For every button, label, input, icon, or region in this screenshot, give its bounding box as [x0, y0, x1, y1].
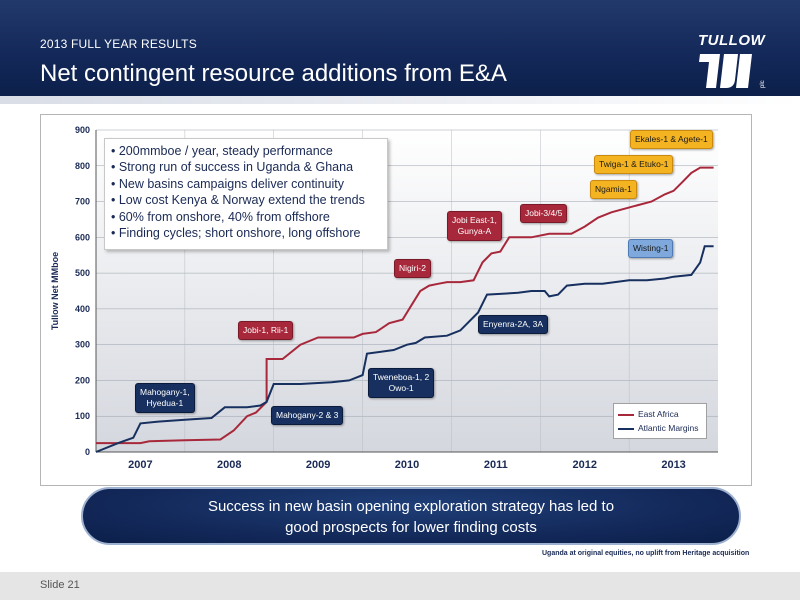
banner-line-2: good prospects for lower finding costs — [285, 519, 537, 536]
slide-title: Net contingent resource additions from E… — [40, 60, 507, 87]
legend-swatch-atlantic-margins — [618, 427, 634, 430]
bullet-item: Low cost Kenya & Norway extend the trend… — [111, 192, 381, 208]
bullet-item: Strong run of success in Uganda & Ghana — [111, 159, 381, 175]
y-tick-label: 400 — [75, 304, 90, 314]
footnote: Uganda at original equities, no uplift f… — [542, 550, 750, 557]
chart-legend: East Africa Atlantic Margins — [613, 403, 707, 439]
legend-label-atlantic-margins: Atlantic Margins — [638, 423, 699, 433]
key-points-box: 200mmboe / year, steady performance Stro… — [104, 138, 388, 250]
series-lines — [95, 166, 714, 453]
x-tick-label: 2012 — [572, 459, 596, 471]
callout-enyenra: Enyenra-2A, 3A — [478, 315, 549, 334]
callout-jobi-345: Jobi-3/4/5 — [520, 204, 568, 223]
legend-label-east-africa: East Africa — [638, 409, 679, 419]
footer-bar — [0, 572, 800, 600]
results-eyebrow: 2013 FULL YEAR RESULTS — [40, 37, 197, 51]
callout-twiga: Twiga-1 & Etuko-1 — [594, 155, 674, 174]
header-underline — [0, 96, 800, 104]
callout-ekales: Ekales-1 & Agete-1 — [630, 130, 713, 149]
y-tick-label: 300 — [75, 340, 90, 350]
bullet-item: New basins campaigns deliver continuity — [111, 176, 381, 192]
bullet-item: Finding cycles; short onshore, long offs… — [111, 225, 381, 241]
tullow-logo: TULLOW plc — [694, 32, 784, 98]
y-axis-label: Tullow Net MMboe — [50, 252, 60, 330]
axes: 0 100 200 300 400 500 600 700 800 900 2007 2008 2009… — [75, 125, 718, 471]
legend-swatch-east-africa — [618, 413, 634, 416]
header-bar: 2013 FULL YEAR RESULTS Net contingent re… — [0, 0, 800, 98]
x-tick-label: 2010 — [395, 459, 419, 471]
y-tick-label: 500 — [75, 268, 90, 278]
series-line-east-africa — [96, 166, 714, 445]
x-tick-label: 2011 — [484, 459, 508, 471]
x-tick-label: 2007 — [128, 459, 152, 471]
slide-number: Slide 21 — [40, 579, 80, 591]
series-line-atlantic-margins — [95, 245, 714, 453]
legend-item-east-africa: East Africa — [618, 407, 702, 421]
callout-ngamia: Ngamia-1 — [590, 180, 637, 199]
banner-line-1: Success in new basin opening exploration… — [207, 498, 615, 515]
y-tick-label: 900 — [75, 125, 90, 135]
callout-jobi-rii: Jobi-1, Rii-1 — [238, 321, 294, 340]
x-tick-label: 2013 — [661, 459, 685, 471]
x-tick-label: 2009 — [306, 459, 330, 471]
y-tick-label: 800 — [75, 161, 90, 171]
y-tick-label: 700 — [75, 197, 90, 207]
callout-mahogany-23: Mahogany-2 & 3 — [271, 406, 344, 425]
callout-jobi-east: Jobi East-1, Gunya-A — [447, 211, 502, 241]
y-tick-label: 100 — [75, 411, 90, 421]
bullet-item: 200mmboe / year, steady performance — [111, 143, 381, 159]
callout-tweneboa: Tweneboa-1, 2 Owo-1 — [368, 368, 435, 398]
bullet-item: 60% from onshore, 40% from offshore — [111, 209, 381, 225]
callout-wisting: Wisting-1 — [628, 239, 674, 258]
conclusion-banner: Success in new basin opening exploration… — [81, 487, 741, 545]
logo-text: TULLOW — [698, 32, 766, 49]
x-tick-label: 2008 — [217, 459, 241, 471]
logo-mark-icon: plc — [699, 54, 766, 88]
logo-plc: plc — [760, 80, 766, 88]
y-tick-label: 200 — [75, 375, 90, 385]
y-tick-label: 600 — [75, 232, 90, 242]
legend-item-atlantic-margins: Atlantic Margins — [618, 421, 702, 435]
callout-mahogany-hyedua: Mahogany-1, Hyedua-1 — [135, 383, 195, 413]
y-tick-label: 0 — [85, 447, 90, 457]
callout-nigiri: Nigiri-2 — [394, 259, 431, 278]
